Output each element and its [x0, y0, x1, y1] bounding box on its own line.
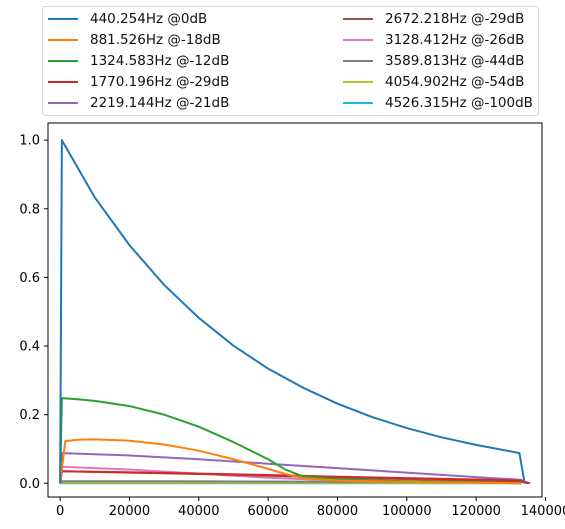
- legend-label: 440.254Hz @0dB: [90, 11, 208, 27]
- legend-label: 1770.196Hz @-29dB: [90, 74, 230, 90]
- legend-item: 881.526Hz @-18dB: [48, 29, 221, 51]
- legend-label: 881.526Hz @-18dB: [90, 32, 221, 48]
- legend-item: 1770.196Hz @-29dB: [48, 71, 229, 93]
- y-tick-label: 1.0: [19, 134, 40, 149]
- y-tick-label: 0.6: [19, 271, 40, 286]
- legend-label: 3589.813Hz @-44dB: [385, 53, 525, 69]
- legend-swatch: [343, 81, 373, 83]
- plot-lines: [59, 139, 531, 485]
- x-tick-label: 60000: [247, 504, 288, 519]
- legend-item: 1324.583Hz @-12dB: [48, 50, 229, 72]
- legend-swatch: [343, 18, 373, 20]
- y-tick-label: 0.2: [19, 408, 40, 423]
- legend-label: 4054.902Hz @-54dB: [385, 74, 525, 90]
- plot-frame: [47, 122, 543, 498]
- legend-item: 4526.315Hz @-100dB: [343, 92, 533, 114]
- series-line-1: [59, 438, 522, 485]
- legend-label: 3128.412Hz @-26dB: [385, 32, 525, 48]
- legend-swatch: [48, 102, 78, 104]
- legend-swatch: [343, 102, 373, 104]
- legend-swatch: [343, 60, 373, 62]
- legend: 440.254Hz @0dB 881.526Hz @-18dB 1324.583Hz…: [42, 6, 539, 116]
- x-tick-label: 120000: [451, 504, 501, 519]
- legend-label: 4526.315Hz @-100dB: [385, 95, 533, 111]
- x-tick-label: 40000: [178, 504, 219, 519]
- legend-item: 440.254Hz @0dB: [48, 8, 207, 30]
- legend-item: 2672.218Hz @-29dB: [343, 8, 524, 30]
- legend-swatch: [48, 60, 78, 62]
- x-tick-label: 80000: [317, 504, 358, 519]
- legend-label: 2219.144Hz @-21dB: [90, 95, 230, 111]
- x-tick-label: 0: [56, 504, 64, 519]
- legend-swatch: [48, 39, 78, 41]
- y-tick-label: 0.0: [19, 477, 40, 492]
- legend-label: 2672.218Hz @-29dB: [385, 11, 525, 27]
- x-tick-label: 100000: [382, 504, 432, 519]
- legend-item: 3589.813Hz @-44dB: [343, 50, 524, 72]
- series-line-0: [59, 139, 526, 484]
- legend-item: 3128.412Hz @-26dB: [343, 29, 524, 51]
- y-tick-label: 0.4: [19, 340, 40, 355]
- legend-swatch: [48, 81, 78, 83]
- legend-swatch: [343, 39, 373, 41]
- legend-label: 1324.583Hz @-12dB: [90, 53, 230, 69]
- legend-swatch: [48, 18, 78, 20]
- legend-item: 2219.144Hz @-21dB: [48, 92, 229, 114]
- series-line-4: [59, 452, 527, 485]
- y-axis-ticks: 0.0 0.2 0.4 0.6 0.8 1.0: [19, 134, 48, 492]
- legend-item: 4054.902Hz @-54dB: [343, 71, 524, 93]
- x-tick-label: 20000: [109, 504, 150, 519]
- y-tick-label: 0.8: [19, 202, 40, 217]
